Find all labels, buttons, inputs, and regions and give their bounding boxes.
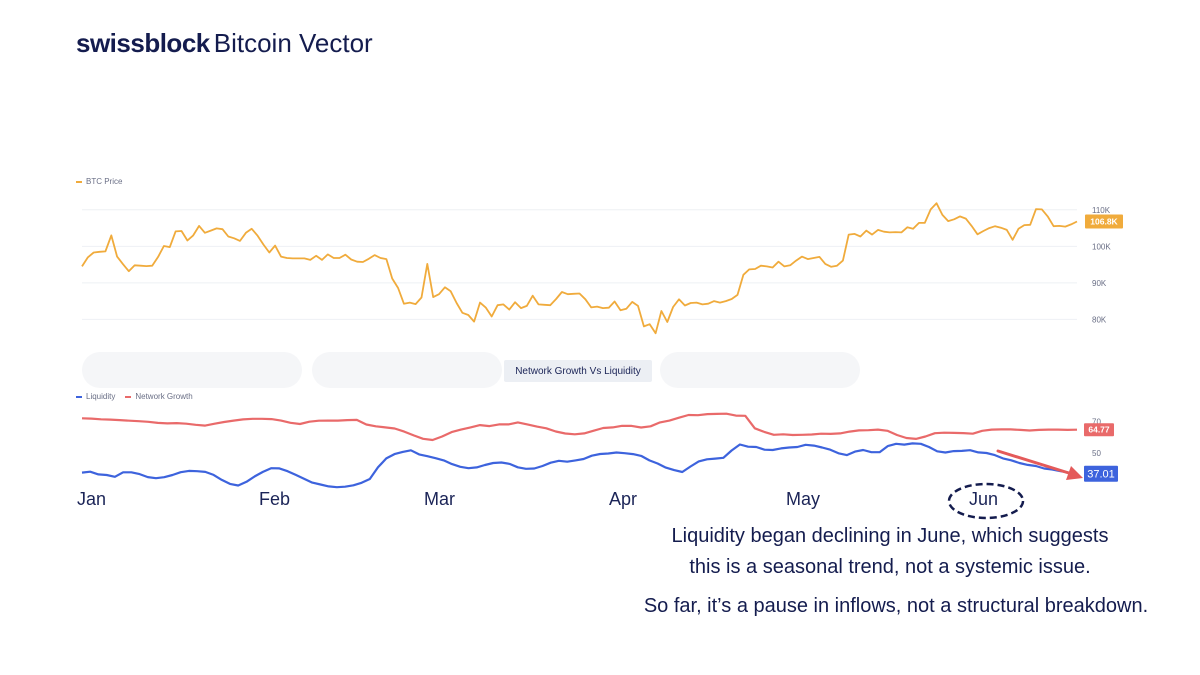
liquidity-last-value-badge [1084,465,1118,482]
x-tick-jun: Jun [969,489,999,509]
x-tick-mar: Mar [424,489,455,509]
price-y-tick-label: 90K [1092,279,1107,288]
lower-y-tick-label: 50 [1092,449,1101,458]
legend-swatch-price [76,180,82,183]
price-y-tick-label: 110K [1092,206,1111,215]
chart-placeholder-shade [82,352,302,388]
network-growth-last-value-label: 64.77 [1088,425,1110,435]
x-tick-jan: Jan [77,489,107,509]
price-y-tick-label: 100K [1092,242,1111,251]
decline-arrow-shaft [996,449,1074,476]
x-tick-feb: Feb [259,489,291,509]
chart-placeholder-shade [312,352,502,388]
legend-item-network-growth[interactable]: Network Growth [125,392,193,401]
network-growth-line [81,412,1078,442]
brand-title: swissblock Bitcoin Vector [76,27,373,59]
btc-price-line [81,202,1078,335]
legend-label-liquidity: Liquidity [86,392,116,401]
legend-swatch-liquidity [76,395,82,398]
price-last-value-badge [1085,214,1123,229]
legend-item-btc-price[interactable]: BTC Price [76,177,122,186]
jun-highlight-ellipse [947,482,1025,520]
annotation-line-1: Liquidity began declining in June, which… [671,525,1109,547]
x-tick-apr: Apr [609,489,638,509]
x-tick-may: May [786,489,821,509]
network-growth-last-value-badge [1084,423,1114,437]
brand-product: Bitcoin Vector [213,28,373,58]
panel-title: Network Growth Vs Liquidity [504,360,652,382]
price-y-tick-label: 80K [1092,315,1107,324]
liquidity-line [81,442,1078,489]
legend-label-network-growth: Network Growth [135,392,193,401]
lower-legend: Liquidity Network Growth [76,392,193,401]
legend-item-liquidity[interactable]: Liquidity [76,392,115,401]
legend-swatch-network-growth [125,395,132,398]
decline-arrow-head [1066,466,1083,480]
liquidity-last-value-label: 37.01 [1087,469,1115,481]
legend-label-btc-price: BTC Price [86,177,123,186]
price-last-value-label: 106.8K [1090,216,1118,226]
annotation-line-3: So far, it’s a pause in inflows, not a s… [643,595,1149,617]
lower-y-tick-label: 70 [1092,418,1101,427]
brand-name: swissblock [76,28,210,58]
price-legend: BTC Price [76,177,122,186]
chart-placeholder-shade [660,352,860,388]
annotation-line-2: this is a seasonal trend, not a systemic… [689,556,1091,578]
